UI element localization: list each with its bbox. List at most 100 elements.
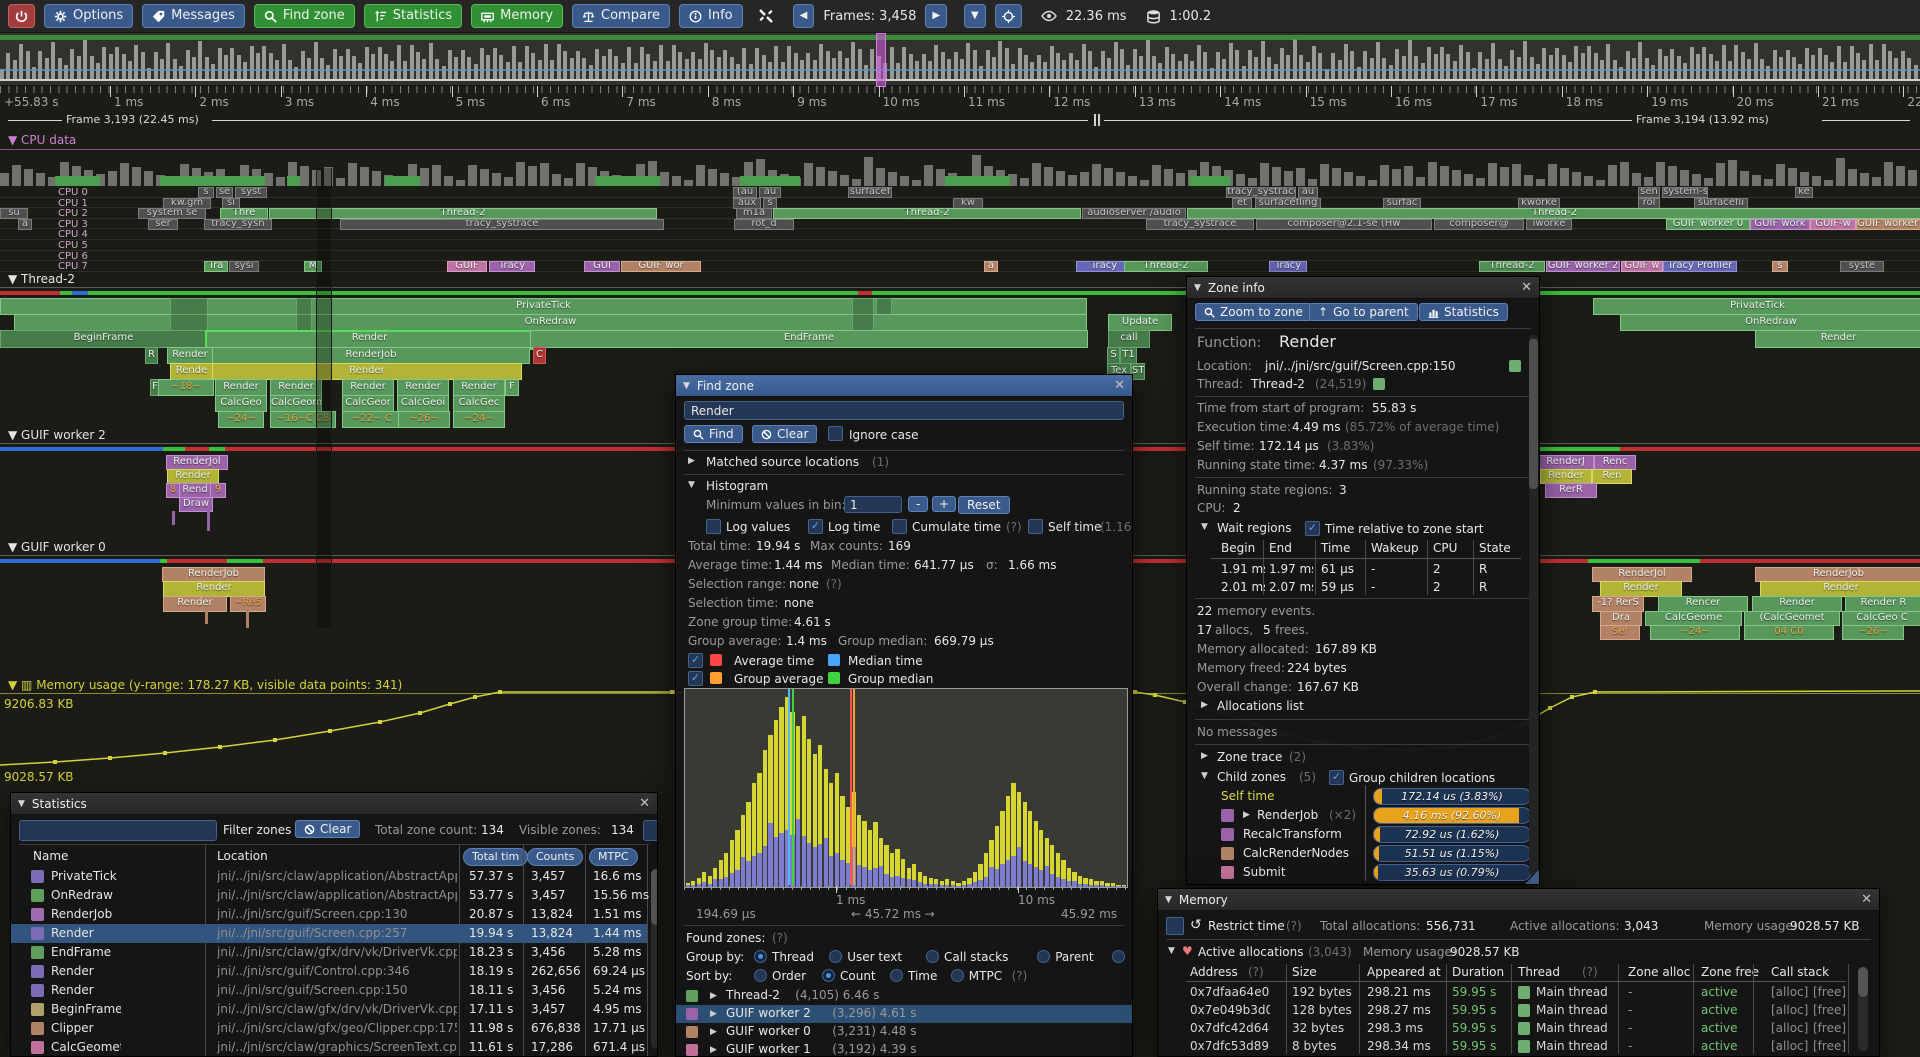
- child-zones-label[interactable]: Child zones: [1217, 770, 1286, 784]
- log-time-checkbox[interactable]: ✓: [808, 519, 823, 534]
- focus-frame-button[interactable]: [994, 4, 1022, 28]
- timeline-zone[interactable]: Render: [342, 379, 394, 396]
- timeline-zone[interactable]: Render: [453, 379, 505, 396]
- timeline-zone[interactable]: [296, 298, 312, 315]
- timeline-zone[interactable]: ~16~C C8: [270, 411, 336, 428]
- scrollbar[interactable]: [651, 869, 657, 1049]
- memory-usage-header[interactable]: ▼ ▥ Memory usage (y-range: 178.27 KB, vi…: [8, 678, 403, 692]
- go-to-parent-button[interactable]: ↑ Go to parent: [1309, 303, 1418, 321]
- child-zone-row[interactable]: RecalcTransform 72.92 us (1.62%): [1187, 826, 1539, 843]
- memory-table-row[interactable]: 0x7dfc42d640 32 bytes 298.3 ms 59.95 s Main …: [1158, 1020, 1853, 1038]
- timeline-zone[interactable]: iworke: [1526, 218, 1572, 230]
- timeline-zone[interactable]: [852, 298, 874, 315]
- thread-header[interactable]: ▼ GUIF worker 0: [8, 540, 106, 554]
- timeline-zone[interactable]: CalcGeoi: [397, 395, 449, 412]
- timeline-zone[interactable]: Thread-2: [269, 208, 657, 220]
- timeline-zone[interactable]: C: [533, 347, 546, 364]
- timeline-zone[interactable]: s: [1772, 261, 1788, 273]
- col-name[interactable]: Name: [33, 849, 69, 863]
- timeline-zone[interactable]: CalcGeo C: [1842, 611, 1920, 626]
- statistics-titlebar[interactable]: ▼ Statistics ✕: [11, 793, 657, 815]
- timeline-zone[interactable]: Thread-2: [1187, 208, 1920, 220]
- timeline-zone[interactable]: ~26~: [398, 411, 450, 428]
- timeline-zone[interactable]: (CalcGeomet: [1744, 611, 1840, 626]
- timeline-zone[interactable]: ke: [1795, 187, 1813, 198]
- timeline-zone[interactable]: CalcGeor: [342, 395, 394, 412]
- ignore-case-checkbox[interactable]: [828, 426, 843, 441]
- timeline-zone[interactable]: Render: [397, 379, 449, 396]
- secondary-filter-stub[interactable]: [643, 820, 657, 841]
- collapse-icon[interactable]: ▼: [1168, 946, 1175, 956]
- timeline-zone[interactable]: 8: [166, 483, 180, 498]
- thread-header[interactable]: ▼ GUIF worker 2: [8, 428, 106, 442]
- expand-icon[interactable]: ▶: [710, 1009, 717, 1019]
- table-row[interactable]: Render jni/../jni/src/guif/Screen.cpp:150…: [11, 981, 647, 1000]
- sort-by-radio-mtpc[interactable]: [950, 969, 964, 982]
- mem-col-zonealloc[interactable]: Zone alloc: [1628, 965, 1691, 979]
- prev-frame-button[interactable]: ◀: [792, 4, 815, 28]
- memory-titlebar[interactable]: ▼ Memory ✕: [1158, 889, 1879, 911]
- timeline-zone[interactable]: si: [222, 197, 240, 209]
- sort-by-radio-time[interactable]: [890, 969, 903, 982]
- timeline-zone[interactable]: Render: [270, 379, 322, 396]
- timeline-zone[interactable]: PrivateTick: [0, 298, 1087, 315]
- timeline-zone[interactable]: sysi: [229, 261, 259, 273]
- histogram-label[interactable]: Histogram: [706, 479, 769, 493]
- group-by-radio-no-grouping[interactable]: [1112, 950, 1126, 963]
- timeline-zone[interactable]: Tracy Profiler: [1663, 261, 1737, 273]
- current-frame-marker[interactable]: [876, 33, 886, 87]
- timeline-zone[interactable]: ~24~: [453, 411, 505, 428]
- zoom-to-zone-button[interactable]: Zoom to zone: [1195, 303, 1312, 321]
- timeline-zone[interactable]: Rencer: [1658, 596, 1748, 612]
- table-row[interactable]: OnRedraw jni/../jni/src/claw/application/…: [11, 886, 649, 905]
- expand-icon[interactable]: ▶: [710, 1027, 717, 1037]
- mem-col-[interactable]: (?): [1248, 965, 1264, 979]
- timeline-zone[interactable]: Thread-2: [1479, 261, 1545, 273]
- resize-grip[interactable]: [1525, 870, 1539, 884]
- timeline-zone[interactable]: GUIF-w: [1810, 218, 1856, 230]
- timeline-zone[interactable]: M: [304, 261, 322, 273]
- options-button[interactable]: Options: [44, 4, 134, 28]
- help-mark[interactable]: (?): [1006, 520, 1022, 534]
- timeline-zone[interactable]: surfacef: [848, 187, 892, 198]
- mem-col-callstack[interactable]: Call stack: [1771, 965, 1830, 979]
- allocations-list-label[interactable]: Allocations list: [1217, 699, 1304, 713]
- scrollbar[interactable]: [1858, 967, 1868, 1051]
- collapse-icon[interactable]: ▼: [1201, 522, 1208, 532]
- expand-icon[interactable]: ▶: [1201, 700, 1208, 710]
- timeline-zone[interactable]: GUIF worker 2: [1546, 261, 1620, 273]
- timeline-zone[interactable]: su: [0, 208, 28, 220]
- wait-col-cpu[interactable]: CPU: [1433, 541, 1458, 555]
- timeline-zone[interactable]: GUIF work: [1750, 218, 1810, 230]
- timeline-zone[interactable]: Render: [212, 363, 522, 380]
- table-row[interactable]: Clipper jni/../jni/src/claw/gfx/geo/Clipp…: [11, 1019, 647, 1038]
- tools-button[interactable]: [752, 5, 780, 27]
- timeline-zone[interactable]: 9: [210, 483, 226, 498]
- timeline-zone[interactable]: Render: [163, 581, 265, 597]
- time-ruler[interactable]: +55.83 s 1 ms 2 ms 3 ms 4 ms 5 ms 6 ms 7 ms 8 ms…: [0, 86, 1920, 112]
- timeline-zone[interactable]: audioserver /audio: [1082, 208, 1186, 220]
- filter-zones-input[interactable]: [19, 820, 217, 841]
- timeline-zone[interactable]: sen: [1638, 187, 1660, 198]
- timeline-zone[interactable]: ~26~: [1842, 625, 1904, 640]
- help-mark[interactable]: (?): [826, 577, 842, 591]
- timeline-zone[interactable]: GUIF w: [1621, 261, 1663, 273]
- memory-table-row[interactable]: 0x7dfc53d898 8 bytes 298.34 ms 59.95 s Main …: [1158, 1038, 1853, 1056]
- expand-icon[interactable]: ▶: [710, 1045, 717, 1055]
- min-bin-increment[interactable]: +: [932, 496, 957, 512]
- self-time-checkbox[interactable]: [1028, 519, 1043, 534]
- timeline-zone[interactable]: Render: [215, 379, 267, 396]
- timeline-zone[interactable]: R: [145, 347, 158, 364]
- timeline-zone[interactable]: composer@2.1-se (Hw: [1256, 218, 1432, 230]
- table-row[interactable]: EndFrame jni/../jni/src/claw/gfx/drv/vk/D…: [11, 943, 647, 962]
- active-allocations-header[interactable]: Active allocations: [1198, 945, 1304, 959]
- child-zone-row[interactable]: CalcRenderNodes 51.51 us (1.15%): [1187, 845, 1539, 862]
- frames-bar[interactable]: Frame 3,193 (22.45 ms) Frame 3,194 (13.9…: [0, 112, 1920, 128]
- col-mtpc-sort[interactable]: MTPC: [589, 848, 638, 866]
- timeline-zone[interactable]: au: [759, 187, 781, 198]
- timeline-zone[interactable]: composer@: [1434, 218, 1524, 230]
- time-relative-checkbox[interactable]: ✓: [1305, 521, 1320, 536]
- timeline-zone[interactable]: Draw: [179, 497, 213, 512]
- timeline-zone[interactable]: OnRedraw: [1620, 314, 1920, 331]
- timeline-zone[interactable]: Tracy: [1269, 261, 1307, 273]
